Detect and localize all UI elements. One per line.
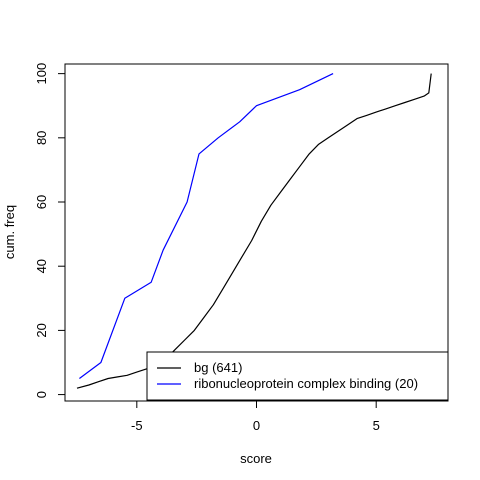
- x-axis-title: score: [240, 451, 272, 466]
- x-axis: -5 0 5: [131, 401, 380, 433]
- y-axis-title: cum. freq: [2, 205, 17, 259]
- x-tick-label: 0: [253, 418, 260, 433]
- plot-frame: [65, 64, 448, 401]
- x-tick-label: -5: [131, 418, 143, 433]
- series-line-ribonucleoprotein: [79, 74, 333, 379]
- y-tick-label: 60: [34, 195, 49, 209]
- series-line-bg: [77, 74, 431, 389]
- y-tick-label: 80: [34, 131, 49, 145]
- y-tick-label: 100: [34, 63, 49, 85]
- legend: bg (641) ribonucleoprotein complex bindi…: [147, 352, 448, 400]
- y-tick-label: 0: [34, 391, 49, 398]
- y-tick-label: 40: [34, 259, 49, 273]
- y-tick-label: 20: [34, 323, 49, 337]
- y-axis: 0 20 40 60 80 100: [34, 63, 65, 398]
- x-tick-label: 5: [373, 418, 380, 433]
- series-layer: [77, 74, 431, 389]
- legend-label-bg: bg (641): [194, 360, 242, 375]
- legend-label-ribonucleoprotein: ribonucleoprotein complex binding (20): [194, 376, 418, 391]
